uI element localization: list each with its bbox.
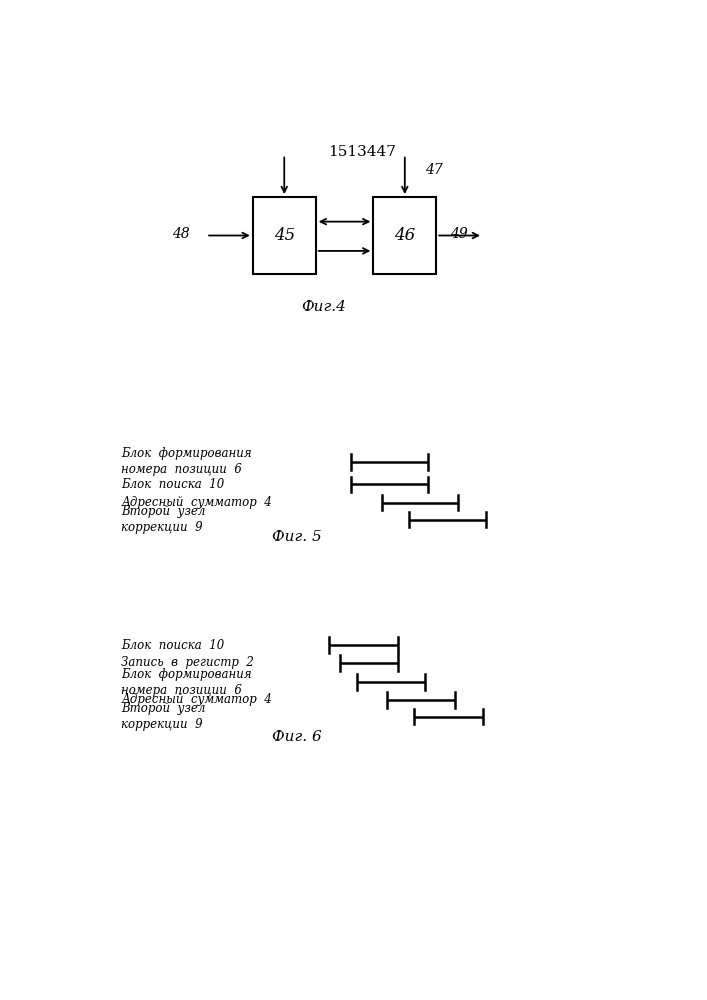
Text: Адресный  сумматор  4: Адресный сумматор 4 xyxy=(122,693,272,706)
Text: 46: 46 xyxy=(395,227,416,244)
Text: 48: 48 xyxy=(172,227,189,241)
Text: Блок  поиска  10: Блок поиска 10 xyxy=(122,478,225,491)
Text: 49: 49 xyxy=(450,227,468,241)
Text: Адресный  сумматор  4: Адресный сумматор 4 xyxy=(122,496,272,509)
Bar xyxy=(373,197,436,274)
Text: Фиг. 5: Фиг. 5 xyxy=(271,530,322,544)
Text: 47: 47 xyxy=(426,163,443,177)
Text: Второй  узел
коррекции  9: Второй узел коррекции 9 xyxy=(122,505,206,534)
Text: 45: 45 xyxy=(274,227,295,244)
Text: Блок  поиска  10: Блок поиска 10 xyxy=(122,639,225,652)
Text: Фиг. 6: Фиг. 6 xyxy=(271,730,322,744)
Bar xyxy=(253,197,316,274)
Text: Второй  узел
коррекции  9: Второй узел коррекции 9 xyxy=(122,702,206,731)
Text: Блок  формирования
номера  позиции  6: Блок формирования номера позиции 6 xyxy=(122,668,252,697)
Text: 1513447: 1513447 xyxy=(328,145,397,159)
Text: Блок  формирования
номера  позиции  6: Блок формирования номера позиции 6 xyxy=(122,447,252,476)
Text: Фиг.4: Фиг.4 xyxy=(302,300,346,314)
Text: Запись  в  регистр  2: Запись в регистр 2 xyxy=(122,656,254,669)
